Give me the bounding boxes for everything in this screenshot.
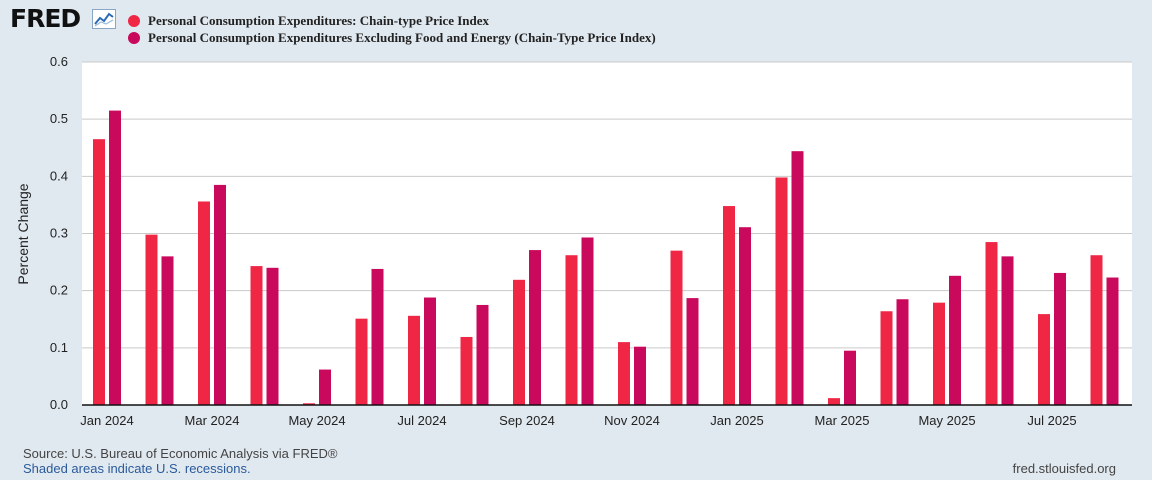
x-tick-label: Nov 2024 xyxy=(604,413,660,428)
chart-header: FRED Personal Consumption Expenditures: … xyxy=(0,0,1152,52)
bar-core-pce[interactable] xyxy=(634,346,646,405)
y-tick-label: 0.6 xyxy=(50,54,68,69)
y-tick-label: 0.2 xyxy=(50,283,68,298)
x-axis: Jan 2024 Mar 2024 May 2024 Jul 2024 Sep 2024… xyxy=(80,413,1076,428)
bar-core-pce[interactable] xyxy=(949,275,961,405)
trend-line-icon xyxy=(92,9,116,29)
bar-core-pce[interactable] xyxy=(476,304,489,405)
bar-core-pce[interactable] xyxy=(581,237,594,405)
recession-note[interactable]: Shaded areas indicate U.S. recessions. xyxy=(23,461,251,476)
legend-label-core-pce: Personal Consumption Expenditures Exclud… xyxy=(148,29,656,45)
bar-core-pce[interactable] xyxy=(266,267,279,405)
bar-pce[interactable] xyxy=(670,250,683,405)
x-tick-label: Jul 2025 xyxy=(1027,413,1076,428)
legend-item-core-pce[interactable]: Personal Consumption Expenditures Exclud… xyxy=(128,29,656,46)
bar-pce[interactable] xyxy=(565,255,578,405)
chart-legend: Personal Consumption Expenditures: Chain… xyxy=(128,12,656,46)
bar-pce[interactable] xyxy=(933,302,945,405)
y-tick-label: 0.4 xyxy=(50,168,68,183)
x-tick-label: Mar 2024 xyxy=(185,413,240,428)
y-axis-title: Percent Change xyxy=(15,183,31,284)
source-note: Source: U.S. Bureau of Economic Analysis… xyxy=(23,446,338,461)
x-tick-label: Jul 2024 xyxy=(397,413,446,428)
bar-pce[interactable] xyxy=(460,336,473,405)
bar-pce[interactable] xyxy=(93,139,105,406)
fred-logo[interactable]: FRED xyxy=(10,4,81,33)
x-tick-label: Mar 2025 xyxy=(815,413,870,428)
bar-pce[interactable] xyxy=(355,318,368,405)
bar-pce[interactable] xyxy=(303,403,315,405)
chart-footer: Source: U.S. Bureau of Economic Analysis… xyxy=(23,446,337,476)
y-tick-label: 0.3 xyxy=(50,226,68,241)
x-tick-label: May 2024 xyxy=(288,413,345,428)
y-axis: 0.0 0.1 0.2 0.3 0.4 0.5 0.6 xyxy=(50,54,68,412)
bar-pce[interactable] xyxy=(1038,314,1050,405)
bar-core-pce[interactable] xyxy=(319,369,331,405)
legend-swatch-pce xyxy=(128,14,140,27)
x-tick-label: Jan 2024 xyxy=(80,413,134,428)
bar-core-pce[interactable] xyxy=(109,110,121,405)
y-tick-label: 0.0 xyxy=(50,397,68,412)
bar-core-pce[interactable] xyxy=(214,184,226,405)
bar-core-pce[interactable] xyxy=(1054,272,1066,405)
bar-core-pce[interactable] xyxy=(1001,256,1014,405)
bar-pce[interactable] xyxy=(513,279,525,405)
bar-pce[interactable] xyxy=(985,242,998,405)
bar-pce[interactable] xyxy=(880,311,893,405)
bar-pce[interactable] xyxy=(775,177,788,405)
legend-item-pce[interactable]: Personal Consumption Expenditures: Chain… xyxy=(128,12,656,29)
bar-core-pce[interactable] xyxy=(686,298,699,405)
bar-pce[interactable] xyxy=(723,206,735,405)
bar-core-pce[interactable] xyxy=(896,299,909,405)
bar-chart: 0.0 0.1 0.2 0.3 0.4 0.5 0.6 Jan 2024 Mar 2024 Ma… xyxy=(15,54,1132,428)
bar-core-pce[interactable] xyxy=(529,250,541,405)
x-tick-label: May 2025 xyxy=(918,413,975,428)
x-tick-label: Jan 2025 xyxy=(710,413,764,428)
bar-pce[interactable] xyxy=(145,234,158,405)
bar-core-pce[interactable] xyxy=(739,227,751,405)
x-tick-label: Sep 2024 xyxy=(499,413,555,428)
bar-pce[interactable] xyxy=(408,315,420,405)
bar-pce[interactable] xyxy=(1090,255,1103,405)
grid-lines xyxy=(82,61,1132,349)
y-tick-label: 0.5 xyxy=(50,111,68,126)
bar-pce[interactable] xyxy=(198,201,210,405)
bar-core-pce[interactable] xyxy=(1106,277,1119,405)
bars xyxy=(93,110,1119,406)
bar-core-pce[interactable] xyxy=(791,151,804,405)
bar-pce[interactable] xyxy=(618,342,630,405)
legend-label-pce: Personal Consumption Expenditures: Chain… xyxy=(148,12,490,28)
bar-pce[interactable] xyxy=(250,266,263,405)
y-tick-label: 0.1 xyxy=(50,340,68,355)
bar-core-pce[interactable] xyxy=(371,268,384,405)
site-link[interactable]: fred.stlouisfed.org xyxy=(1012,461,1116,476)
bar-pce[interactable] xyxy=(828,398,840,405)
legend-swatch-core-pce xyxy=(128,31,140,44)
bar-core-pce[interactable] xyxy=(161,256,174,405)
bar-core-pce[interactable] xyxy=(844,350,856,405)
bar-core-pce[interactable] xyxy=(424,297,436,405)
